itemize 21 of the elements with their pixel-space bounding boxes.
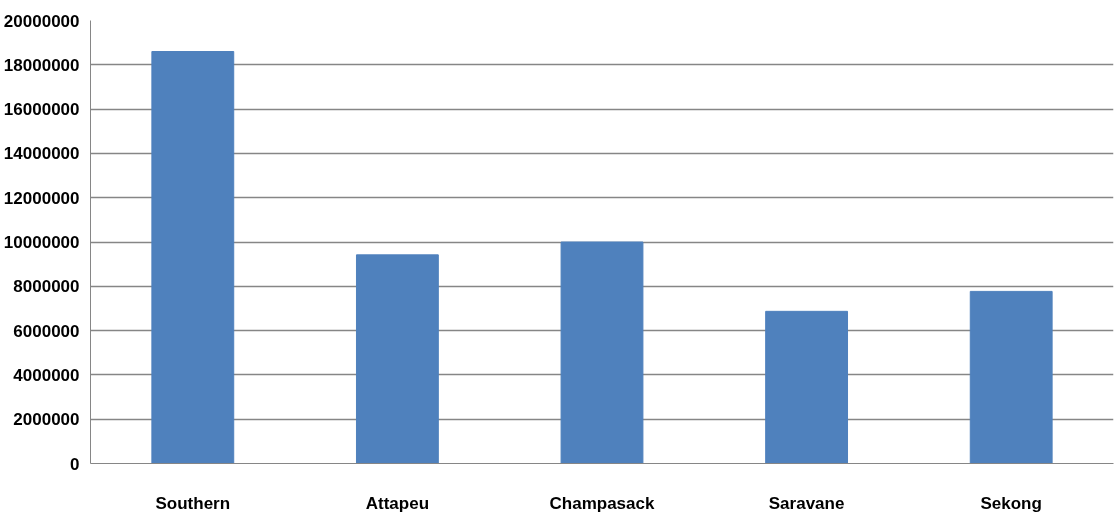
y-tick-label: 20000000 [3,11,80,31]
x-tick-label: Champasack [549,493,655,513]
y-tick-label: 16000000 [3,100,80,120]
x-tick-label: Attapeu [365,493,430,513]
bar [151,51,235,464]
y-tick-label: 6000000 [13,321,80,341]
x-tick-label: Sekong [980,493,1042,513]
y-tick-label: 10000000 [3,233,80,252]
y-tick-label: 8000000 [13,277,80,297]
bar [969,290,1053,464]
bar [560,241,644,464]
y-tick-label: 2000000 [13,410,80,430]
x-tick-label: Southern [155,493,231,513]
x-tick-label: Saravane [768,493,845,513]
y-tick-label: 4000000 [13,365,80,385]
bar [765,310,849,464]
y-tick-label: 18000000 [3,55,80,75]
y-tick-label: 0 [70,454,80,474]
bar [355,254,439,464]
y-tick-label: 14000000 [3,144,80,164]
y-tick-label: 12000000 [3,188,80,208]
